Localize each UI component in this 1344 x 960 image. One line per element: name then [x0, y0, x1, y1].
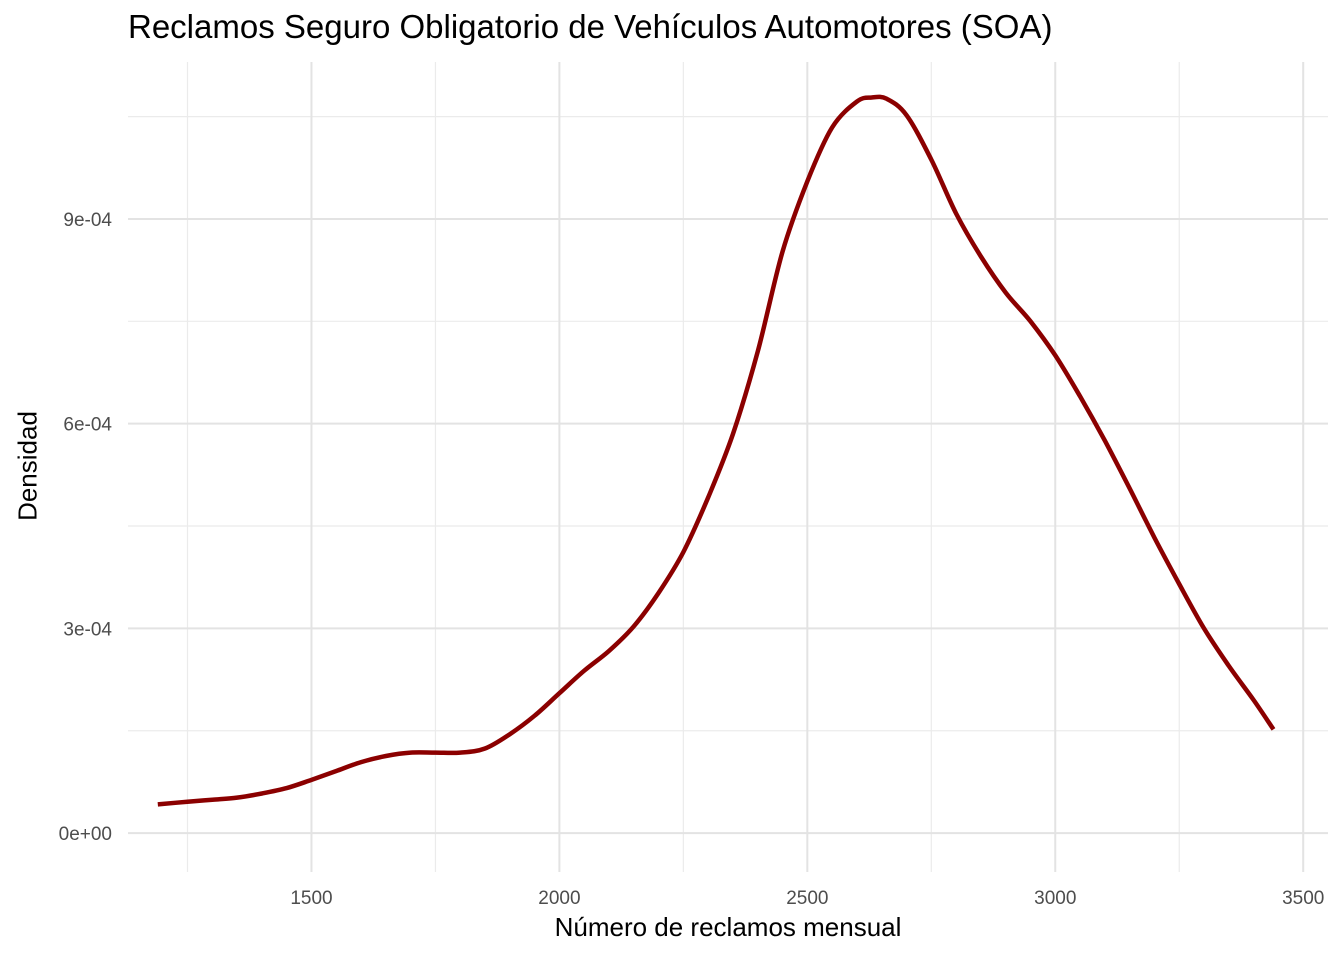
x-tick-label: 2500 — [786, 888, 828, 909]
chart-title: Reclamos Seguro Obligatorio de Vehículos… — [128, 8, 1053, 45]
y-tick-label: 6e-04 — [63, 415, 112, 436]
series-layer — [157, 94, 1276, 807]
x-tick-labels: 1500 2000 2500 3000 3500 — [290, 888, 1324, 909]
x-axis-label: Número de reclamos mensual — [554, 912, 902, 942]
y-tick-label: 0e+00 — [59, 824, 112, 845]
x-tick-label: 3000 — [1034, 888, 1076, 909]
y-axis-label: Densidad — [12, 411, 43, 521]
y-tick-label: 3e-04 — [63, 619, 112, 640]
x-tick-label: 3500 — [1282, 888, 1324, 909]
minor-gridlines — [128, 62, 1328, 872]
major-gridlines — [128, 62, 1328, 872]
density-line — [157, 94, 1276, 807]
x-tick-label: 2000 — [538, 888, 580, 909]
y-tick-label: 9e-04 — [63, 210, 112, 231]
x-tick-label: 1500 — [290, 888, 332, 909]
y-tick-labels: 0e+00 3e-04 6e-04 9e-04 — [59, 210, 113, 845]
